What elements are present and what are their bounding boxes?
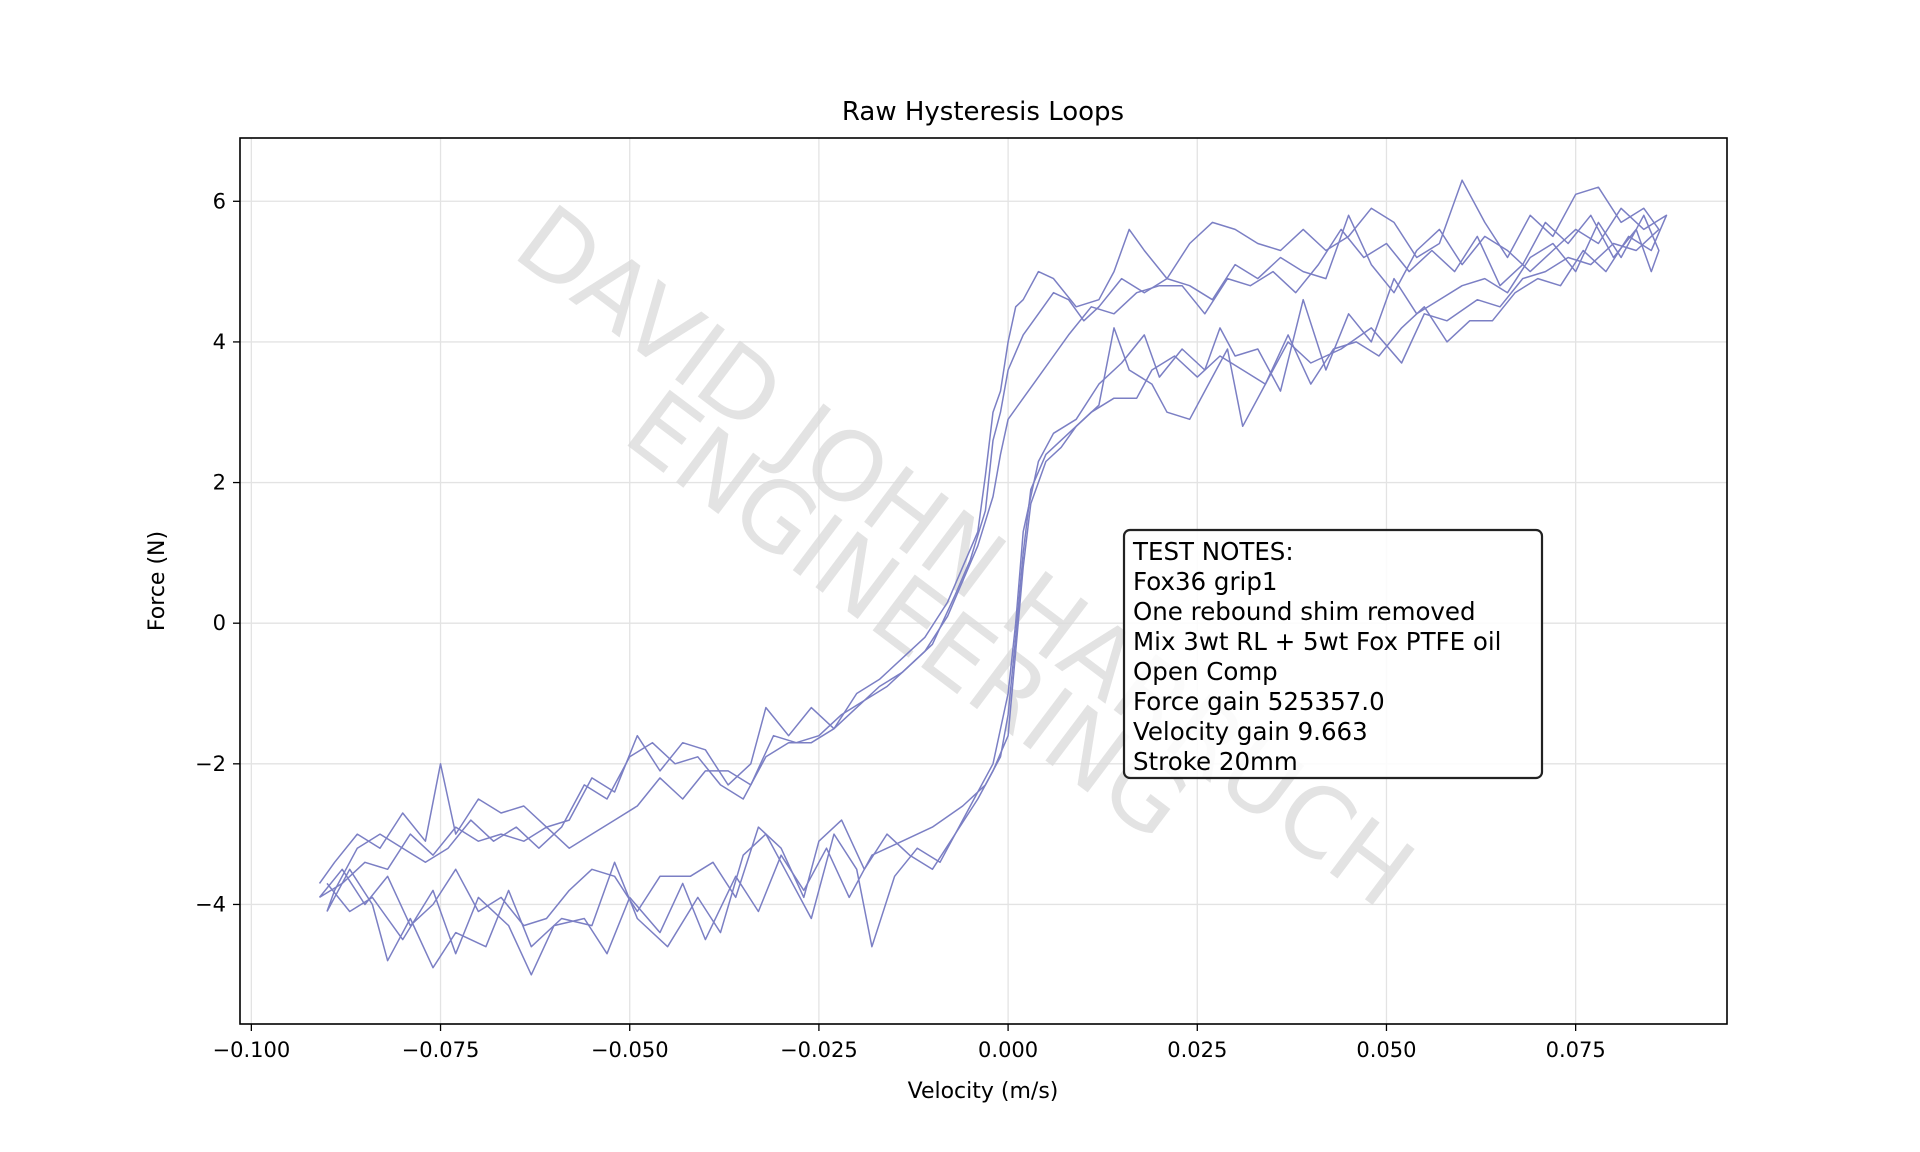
test-note-line: Fox36 grip1 <box>1133 567 1278 596</box>
plot-frame <box>239 137 1728 1025</box>
series-group <box>318 179 1668 976</box>
x-tick-label: −0.025 <box>780 1038 858 1062</box>
test-note-line: Open Comp <box>1133 657 1278 686</box>
series-line-loop-3 <box>326 214 1660 969</box>
y-tick-label: −4 <box>195 892 226 916</box>
y-axis-label: Force (N) <box>145 531 170 631</box>
test-note-line: Velocity gain 9.663 <box>1133 717 1368 746</box>
chart-title: Raw Hysteresis Loops <box>842 97 1124 127</box>
test-notes-frame <box>1122 528 1544 780</box>
y-tick-label: 4 <box>213 330 226 354</box>
test-note-line: Mix 3wt RL + 5wt Fox PTFE oil <box>1133 627 1502 656</box>
x-tick-label: −0.050 <box>591 1038 669 1062</box>
test-note-line: Force gain 525357.0 <box>1133 687 1385 716</box>
x-axis: −0.100 −0.075 −0.050 −0.025 0.000 0.025 0.050 0… <box>212 1024 1606 1062</box>
y-tick-label: 6 <box>213 189 226 213</box>
series-line-loop-2 <box>318 207 1668 927</box>
y-axis: −4 −2 0 2 4 6 <box>195 189 240 916</box>
test-note-line: One rebound shim removed <box>1133 597 1476 626</box>
x-tick-label: 0.075 <box>1546 1038 1606 1062</box>
x-tick-label: 0.050 <box>1356 1038 1416 1062</box>
test-note-line: Stroke 20mm <box>1133 747 1298 776</box>
x-tick-label: 0.025 <box>1167 1038 1227 1062</box>
series-line-loop-1 <box>318 179 1660 976</box>
test-note-line: TEST NOTES: <box>1132 537 1294 566</box>
y-tick-label: 0 <box>213 611 226 635</box>
x-axis-label: Velocity (m/s) <box>908 1079 1059 1104</box>
y-tick-label: 2 <box>213 471 226 495</box>
x-tick-label: −0.100 <box>212 1038 290 1062</box>
x-tick-label: 0.000 <box>978 1038 1038 1062</box>
y-tick-label: −2 <box>195 752 226 776</box>
x-tick-label: −0.075 <box>402 1038 480 1062</box>
